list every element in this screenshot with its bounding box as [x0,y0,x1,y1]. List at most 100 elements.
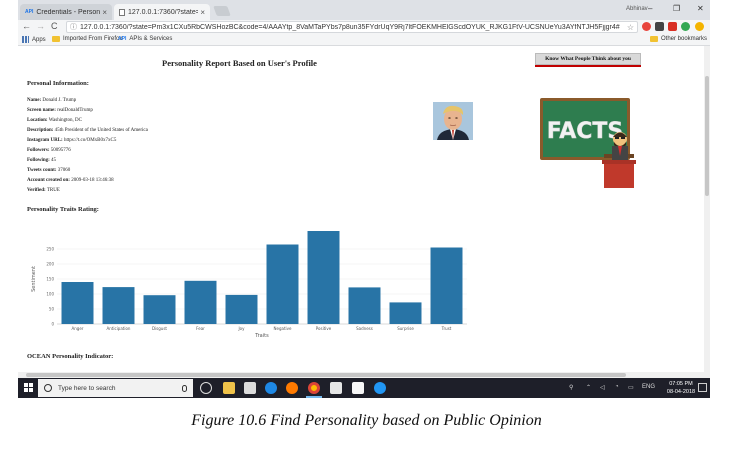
instagram-link[interactable]: https://t.co/OMxB0x7xC5 [63,138,117,143]
firefox-icon[interactable] [286,382,298,394]
new-tab-button[interactable] [213,6,231,16]
chrome-icon[interactable] [308,382,320,394]
tab-strip: API Credentials - Personality × 127.0.0.… [18,0,710,20]
y-axis-label: Sentiment [31,266,37,292]
info-row: Instagram URL: https://t.co/OMxB0x7xC5 [27,138,117,143]
figure-caption: Figure 10.6 Find Personality based on Pu… [191,412,542,429]
app-icon[interactable] [374,382,386,394]
bar-disgust[interactable] [143,295,176,324]
bookmark-label: APIs & Services [129,36,173,42]
other-bookmarks[interactable]: Other bookmarks [650,36,707,42]
windows-start-icon[interactable] [24,383,34,393]
green-extension-icon[interactable] [681,22,690,31]
screenshot: API Credentials - Personality × 127.0.0.… [18,0,710,398]
personal-info-heading: Personal Information: [27,80,89,87]
volume-icon[interactable]: ◁ [600,385,605,391]
know-what-people-think-button[interactable]: Know What People Think about you [535,53,641,65]
y-tick-label: 150 [46,277,54,282]
bar-anger[interactable] [61,282,94,324]
info-row: Followers: 50095776 [27,148,71,153]
battery-icon[interactable]: ▭ [628,385,634,391]
traits-bar-chart: Anger Anticipation Disgust Fear Joy Negative P… [31,231,467,339]
info-row: Following: 45 [27,158,57,163]
bookmark-apps[interactable]: Apps [22,36,46,43]
minimize-icon[interactable]: – [648,4,653,13]
facts-text: FACTS [547,119,624,144]
bar-negative[interactable] [266,244,299,325]
x-tick-label: Fear [196,326,205,331]
api-favicon-icon: API [25,9,34,15]
opera-extension-icon[interactable] [642,22,651,31]
back-icon[interactable]: ← [22,21,31,31]
personal-info-list: Name: Donald J. Trump Screen name: realD… [27,96,327,196]
horizontal-scrollbar[interactable] [18,372,704,378]
clock-time: 07:05 PM [669,381,693,387]
people-icon[interactable]: ⚲ [569,385,574,391]
y-tick-label: 250 [46,247,54,252]
windows-taskbar: Type here to search ⚲ ⌃ ◁ ◔ ▭ ENG 07:05 … [18,378,710,398]
network-icon[interactable]: ◔ [615,384,619,390]
bookmark-imported[interactable]: Imported From Firefox [52,36,122,42]
language-indicator[interactable]: ENG [642,384,656,390]
mail-icon[interactable] [330,382,342,394]
bar-surprise[interactable] [389,302,422,324]
edge-icon[interactable] [265,382,277,394]
microphone-icon[interactable] [182,384,187,392]
notepad-icon[interactable] [352,382,364,394]
maximize-icon[interactable]: ❐ [673,4,681,13]
bar-joy[interactable] [225,294,258,324]
y-tick-label: 200 [46,262,54,267]
y-tick-label: 100 [46,292,54,297]
tab-title: 127.0.0.1:7360/?state=P [128,8,199,16]
save-extension-icon[interactable] [668,22,677,31]
folder-icon [52,36,60,42]
store-icon[interactable] [244,382,256,394]
apps-grid-icon [22,36,29,43]
toolbar: ← → C ⓘ 127.0.0.1:7360/?state=Pm3x1CXu5R… [18,20,710,34]
tab-close-icon[interactable]: × [200,7,205,17]
clock-date: 08-04-2018 [666,389,696,395]
close-window-icon[interactable]: ✕ [697,4,704,13]
action-center-icon[interactable] [698,383,707,392]
tab-close-icon[interactable]: × [102,7,107,17]
bookmark-label: Apps [32,36,46,43]
tab-title: Credentials - Personality [36,8,101,16]
profile-menu-icon[interactable] [695,22,704,31]
vertical-scrollbar[interactable] [704,46,710,378]
window-user[interactable]: Abhinav [626,6,648,12]
pocket-extension-icon[interactable] [655,22,664,31]
bar-fear[interactable] [184,280,217,324]
bar-sadness[interactable] [348,287,381,324]
info-row: Description: 45th President of the Unite… [27,128,148,133]
info-icon[interactable]: ⓘ [70,24,77,31]
forward-icon[interactable]: → [36,21,45,31]
url-text: 127.0.0.1:7360/?state=Pm3x1CXu5RbCWSHozB… [80,23,620,31]
bar-trust[interactable] [430,247,463,325]
x-tick-label: Joy [238,326,246,331]
taskbar-search-input[interactable]: Type here to search [38,379,193,397]
bookmark-star-icon[interactable]: ☆ [626,22,634,32]
address-bar[interactable]: ⓘ 127.0.0.1:7360/?state=Pm3x1CXu5RbCWSHo… [66,21,638,33]
info-row: Account created on: 2009-03-18 13:46:38 [27,178,114,183]
info-row: Screen name: realDonaldTrump [27,108,93,113]
system-clock[interactable]: 07:05 PM 08-04-2018 [666,380,696,396]
scroll-thumb[interactable] [705,76,709,196]
bookmarks-bar: Apps Imported From Firefox API APIs & Se… [18,34,710,46]
traits-heading: Personality Traits Rating: [27,206,99,213]
show-hidden-icons[interactable]: ⌃ [586,385,592,391]
x-tick-label: Positive [316,326,332,331]
bookmark-apis[interactable]: API APIs & Services [118,36,172,42]
page-content: Personality Report Based on User's Profi… [18,46,704,378]
info-row: Tweets count: 37060 [27,168,71,173]
tab-credentials[interactable]: API Credentials - Personality × [20,4,112,20]
task-view-icon[interactable] [200,382,212,394]
x-tick-label: Surprise [397,326,414,331]
bar-positive[interactable] [307,231,340,324]
file-explorer-icon[interactable] [223,382,235,394]
info-row: Location: Washington, DC [27,118,82,123]
bar-anticipation[interactable] [102,287,135,324]
scroll-thumb[interactable] [26,373,626,377]
x-tick-label: Anticipation [107,326,131,331]
reload-icon[interactable]: C [51,21,58,31]
tab-localhost[interactable]: 127.0.0.1:7360/?state=P × [114,4,210,20]
